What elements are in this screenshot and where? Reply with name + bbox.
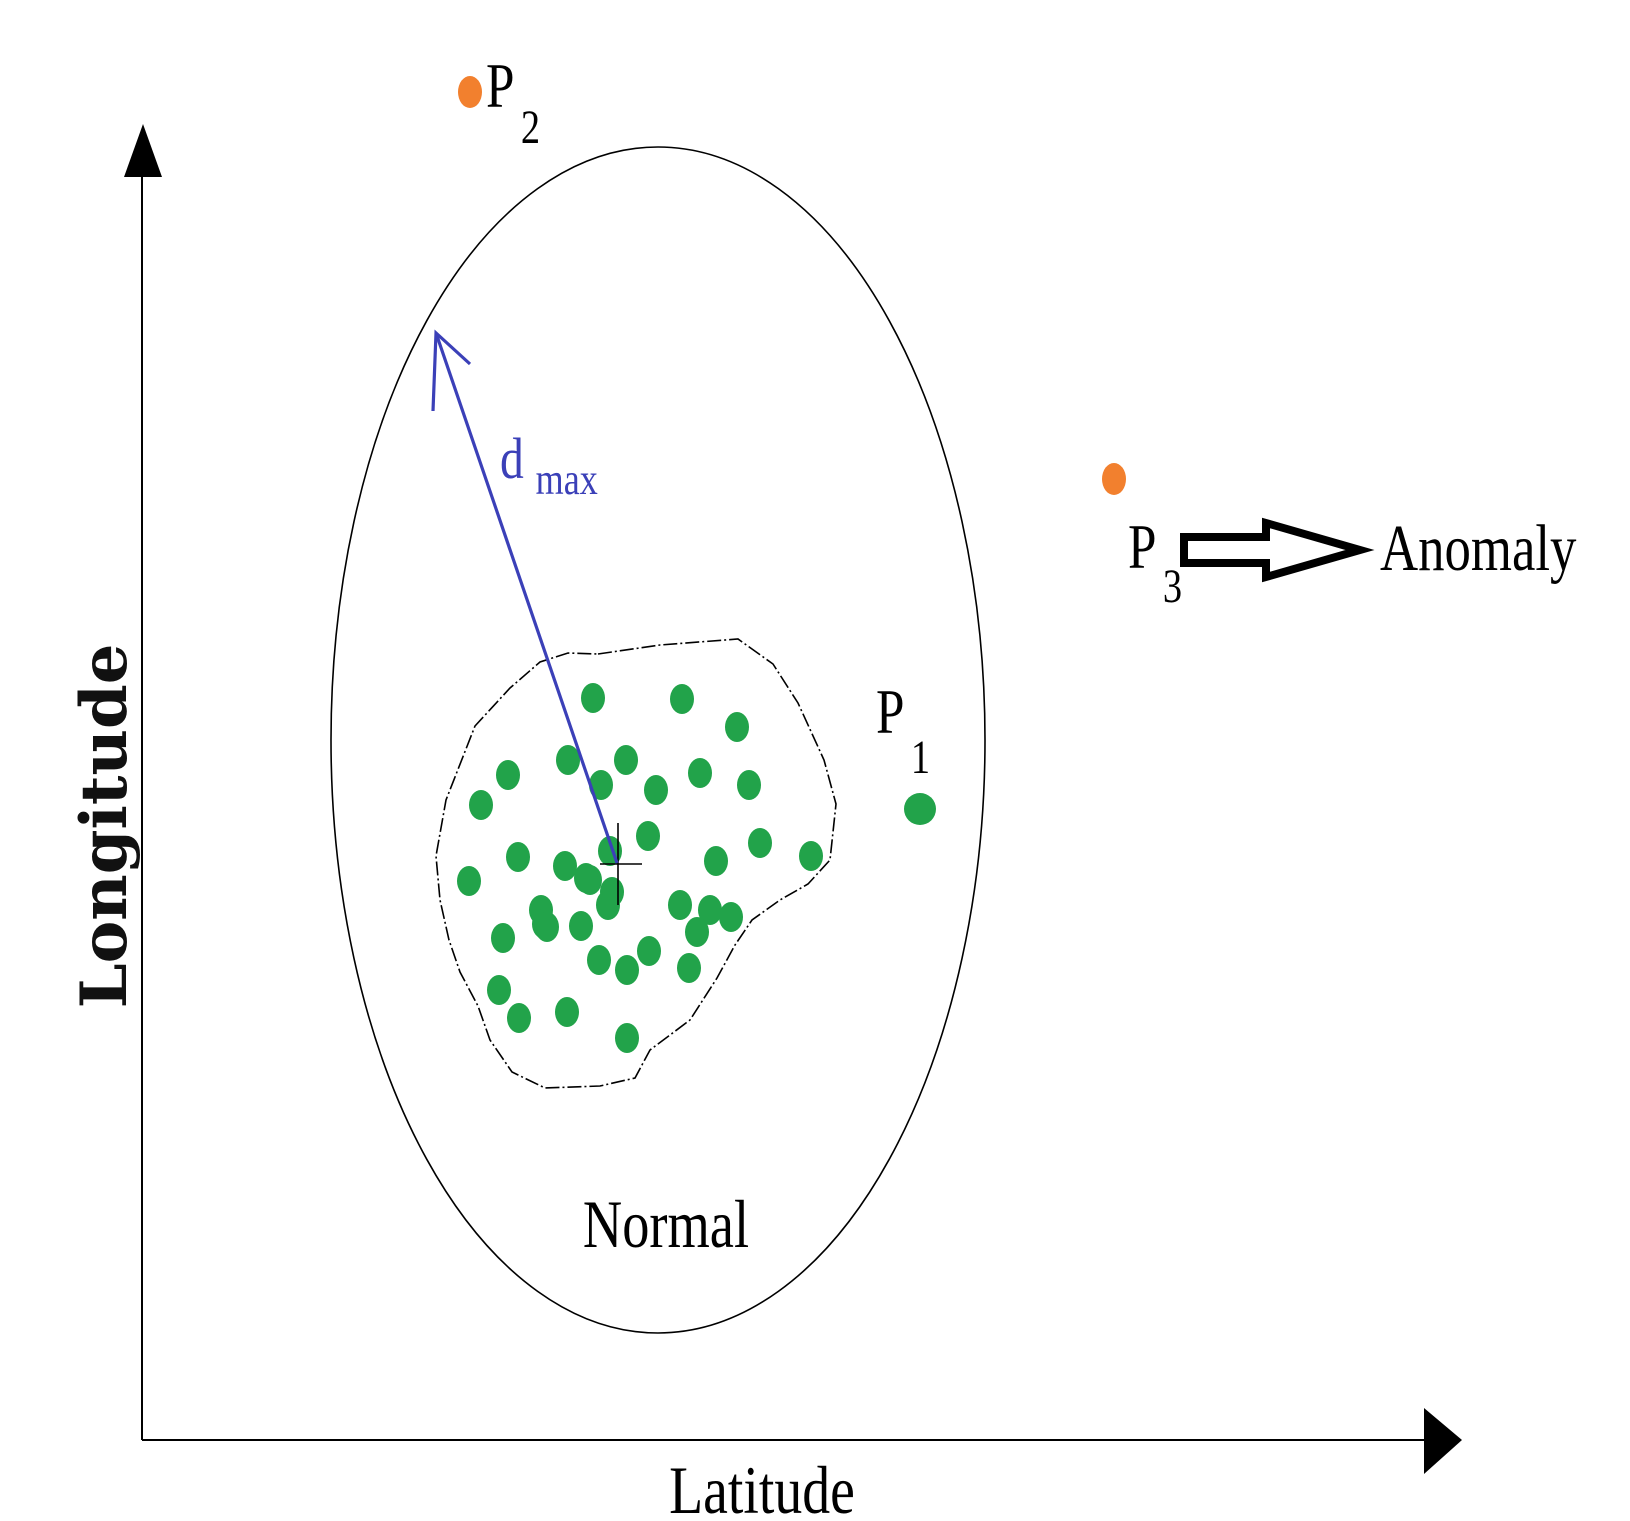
dmax-radius-arrow: [431, 329, 619, 864]
cluster-point: [677, 953, 701, 983]
dmax-label-main: d: [500, 428, 524, 491]
cluster-point: [496, 760, 520, 790]
cluster-point: [704, 846, 728, 876]
cluster-point: [487, 975, 511, 1005]
p3-letter: P: [1128, 511, 1156, 583]
cluster-point: [553, 851, 577, 881]
x-axis-arrowhead: [1424, 1408, 1462, 1474]
dmax-label: d max: [500, 428, 598, 504]
cluster-point: [637, 936, 661, 966]
cluster-point: [506, 842, 530, 872]
axes: [124, 124, 1462, 1474]
y-axis-arrowhead: [124, 124, 162, 177]
cluster-point: [574, 863, 598, 893]
cluster-point: [644, 775, 668, 805]
cluster-point: [589, 770, 613, 800]
anomaly-label: Anomaly: [1380, 511, 1577, 584]
normal-region-boundary: [330, 146, 986, 1334]
cluster-point: [636, 821, 660, 851]
cluster-point: [698, 895, 722, 925]
cluster-point: [670, 684, 694, 714]
normal-label: Normal: [583, 1187, 749, 1262]
point-p2: [458, 76, 482, 108]
cluster-point: [507, 1003, 531, 1033]
cluster-point: [668, 890, 692, 920]
point-p3: [1102, 463, 1126, 495]
p2-sub: 2: [521, 101, 540, 154]
cluster-point: [535, 912, 559, 942]
p2-label: P 2: [486, 50, 540, 154]
point-p1: [904, 793, 936, 825]
cluster-point: [600, 877, 624, 907]
p1-label: P 1: [876, 676, 930, 784]
p1-letter: P: [876, 676, 904, 748]
cluster-point: [737, 770, 761, 800]
dmax-label-sub: max: [536, 455, 598, 504]
centroid-marker: [600, 823, 642, 905]
p1-sub: 1: [911, 731, 930, 784]
cluster-point: [688, 758, 712, 788]
p2-letter: P: [486, 50, 514, 122]
cluster-point: [556, 745, 580, 775]
anomaly-arrow: [1180, 517, 1375, 583]
cluster-point: [685, 917, 709, 947]
cluster-point: [725, 712, 749, 742]
cluster-point: [748, 828, 772, 858]
x-axis-label: Latitude: [669, 1454, 855, 1521]
p3-label: P 3: [1128, 511, 1182, 613]
cluster-point: [615, 1023, 639, 1053]
cluster-point: [587, 945, 611, 975]
cluster-point: [457, 866, 481, 896]
cluster-point: [491, 923, 515, 953]
cluster-point: [614, 745, 638, 775]
cluster-point: [799, 841, 823, 871]
cluster-point: [719, 902, 743, 932]
cluster-point: [469, 790, 493, 820]
y-axis-label: Longitude: [67, 644, 142, 1009]
p3-sub: 3: [1163, 560, 1182, 613]
cluster-point: [569, 911, 593, 941]
cluster-point: [615, 955, 639, 985]
cluster-points: [457, 683, 823, 1053]
cluster-boundary: [435, 638, 837, 1089]
cluster-point: [555, 997, 579, 1027]
cluster-point: [581, 683, 605, 713]
